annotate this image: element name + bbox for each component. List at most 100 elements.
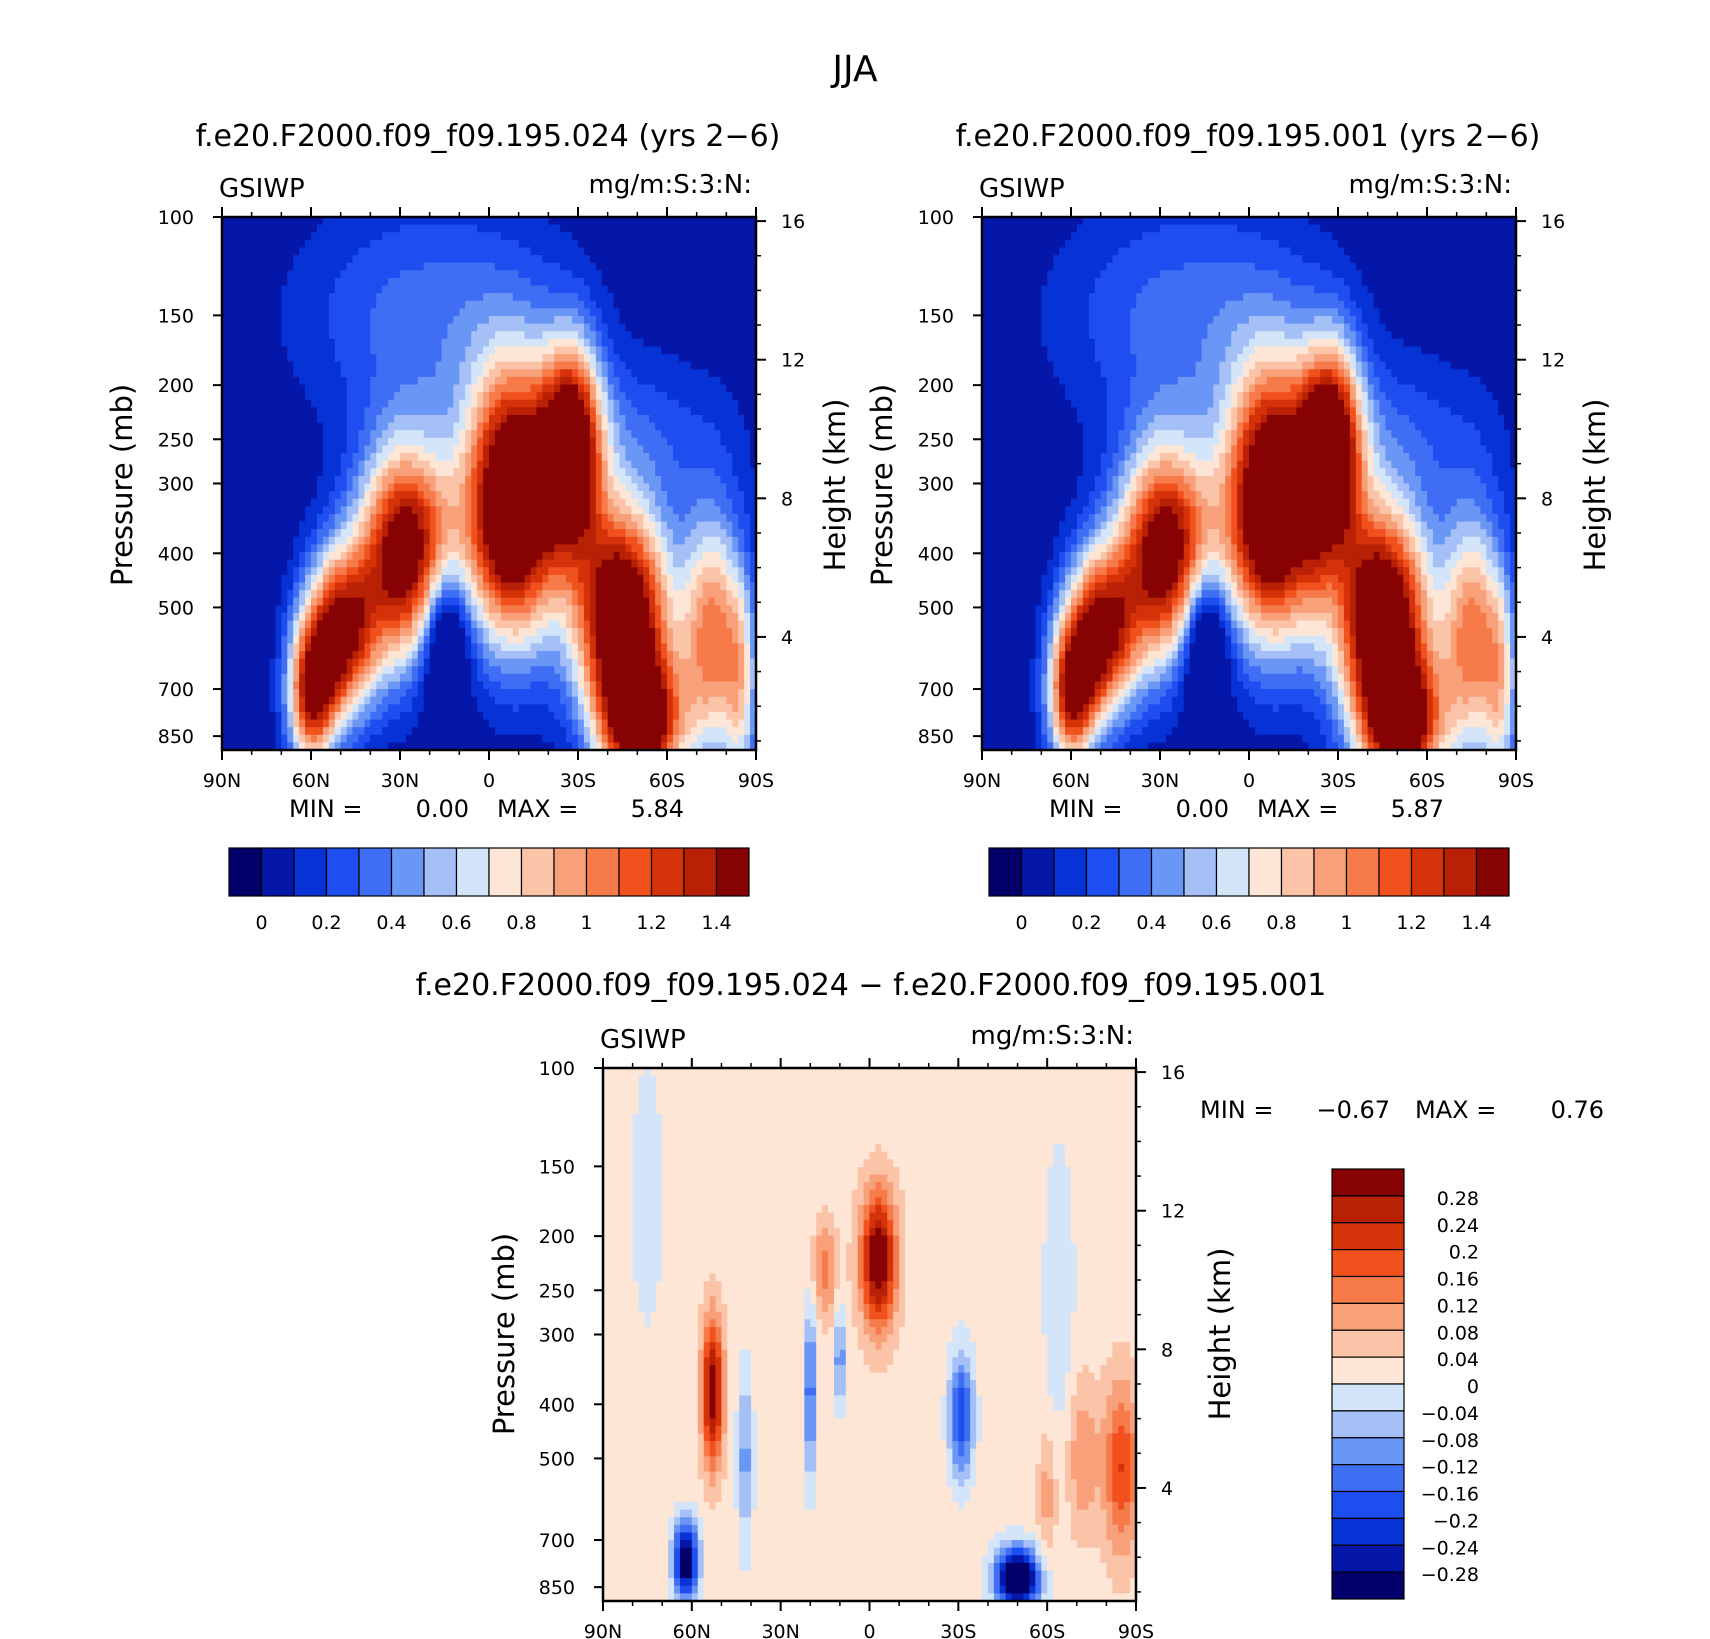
contour-cell xyxy=(684,475,692,485)
contour-cell xyxy=(506,475,514,485)
contour-cell xyxy=(222,232,229,241)
contour-cell xyxy=(619,392,627,401)
contour-cell xyxy=(667,270,674,279)
contour-cell xyxy=(708,483,716,492)
contour-cell xyxy=(316,597,324,606)
contour-cell xyxy=(595,582,603,591)
contour-cell xyxy=(625,620,632,629)
contour-cell xyxy=(364,376,371,386)
contour-cell xyxy=(607,422,615,431)
contour-cell xyxy=(376,453,383,462)
contour-cell xyxy=(251,323,259,332)
contour-cell xyxy=(453,262,460,271)
contour-cell xyxy=(572,506,579,515)
contour-cell xyxy=(738,217,745,226)
contour-cell xyxy=(637,430,644,439)
contour-cell xyxy=(649,232,656,241)
contour-cell xyxy=(340,430,348,439)
contour-cell xyxy=(429,491,437,500)
contour-cell xyxy=(684,407,692,416)
contour-cell xyxy=(702,285,710,294)
contour-cell xyxy=(316,590,324,599)
contour-cell xyxy=(334,224,342,233)
contour-cell xyxy=(601,483,609,492)
contour-cell xyxy=(405,590,413,599)
contour-cell xyxy=(655,346,662,355)
contour-cell xyxy=(548,270,555,279)
contour-cell xyxy=(275,544,282,553)
contour-cell xyxy=(524,262,532,271)
contour-cell xyxy=(465,414,472,424)
contour-cell xyxy=(328,491,336,500)
contour-cell xyxy=(316,468,324,477)
contour-cell xyxy=(370,376,377,386)
contour-cell xyxy=(299,247,306,256)
contour-cell xyxy=(222,483,229,492)
contour-cell xyxy=(257,369,265,378)
contour-cell xyxy=(305,453,312,462)
contour-cell xyxy=(643,224,650,233)
contour-cell xyxy=(287,506,294,515)
contour-cell xyxy=(281,323,288,332)
contour-cell xyxy=(370,437,377,447)
contour-cell xyxy=(548,239,555,249)
contour-cell xyxy=(429,483,437,492)
contour-cell xyxy=(518,346,526,355)
contour-cell xyxy=(738,338,745,348)
contour-cell xyxy=(370,277,377,287)
contour-cell xyxy=(417,567,425,576)
contour-cell xyxy=(696,369,704,378)
contour-cell xyxy=(542,483,549,492)
contour-cell xyxy=(649,483,656,492)
contour-cell xyxy=(607,468,615,477)
contour-cell xyxy=(661,574,668,584)
contour-cell xyxy=(411,392,419,401)
contour-cell xyxy=(411,567,419,576)
contour-cell xyxy=(655,369,662,378)
contour-cell xyxy=(346,293,354,302)
contour-cell xyxy=(684,354,692,363)
contour-cell xyxy=(732,506,739,515)
contour-cell xyxy=(744,521,751,530)
contour-cell xyxy=(465,217,472,226)
contour-cell xyxy=(637,445,644,454)
contour-cell xyxy=(346,338,354,348)
contour-cell xyxy=(311,590,318,599)
contour-cell xyxy=(631,323,638,332)
contour-cell xyxy=(649,376,656,386)
contour-cell xyxy=(536,453,543,462)
contour-cell xyxy=(453,315,460,325)
contour-cell xyxy=(542,354,549,363)
contour-cell xyxy=(560,392,567,401)
contour-cell xyxy=(364,521,371,530)
contour-cell xyxy=(459,399,466,408)
contour-cell xyxy=(506,612,514,622)
contour-cell xyxy=(287,460,294,469)
contour-cell xyxy=(269,468,276,477)
contour-cell xyxy=(506,460,514,469)
contour-cell xyxy=(275,559,282,568)
contour-cell xyxy=(239,354,247,363)
contour-cell xyxy=(293,445,300,454)
contour-cell xyxy=(554,407,561,416)
contour-cell xyxy=(643,323,650,332)
contour-cell xyxy=(311,414,318,424)
contour-cell xyxy=(471,567,478,576)
contour-cell xyxy=(696,354,704,363)
contour-cell xyxy=(607,628,615,637)
contour-cell xyxy=(554,536,561,546)
contour-cell xyxy=(530,315,538,325)
contour-cell xyxy=(269,582,276,591)
contour-cell xyxy=(690,544,698,553)
contour-cell xyxy=(411,460,419,469)
contour-cell xyxy=(578,422,585,431)
contour-cell xyxy=(661,414,668,424)
contour-cell xyxy=(423,369,431,378)
contour-cell xyxy=(388,232,395,241)
contour-cell xyxy=(269,597,276,606)
contour-cell xyxy=(672,552,680,561)
contour-cell xyxy=(637,590,644,599)
contour-cell xyxy=(382,224,389,233)
contour-cell xyxy=(352,513,360,523)
contour-cell xyxy=(275,285,282,294)
